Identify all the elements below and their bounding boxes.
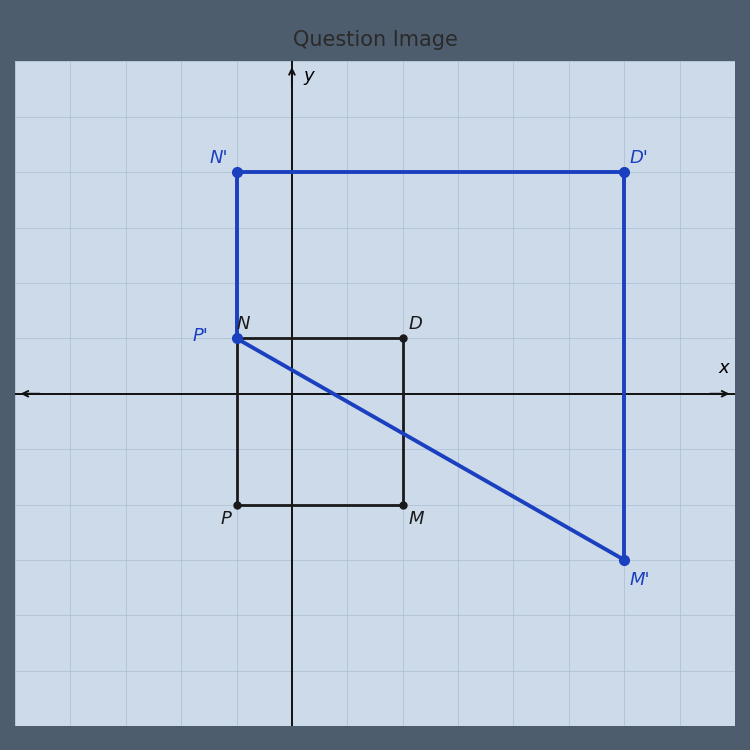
Text: N: N: [236, 315, 250, 333]
Text: x: x: [718, 359, 730, 377]
Text: D: D: [408, 315, 422, 333]
Text: Question Image: Question Image: [292, 30, 458, 50]
Text: D': D': [630, 148, 649, 166]
Text: P: P: [220, 510, 231, 528]
Text: y: y: [303, 67, 313, 85]
Text: M: M: [408, 510, 424, 528]
Text: P': P': [193, 326, 208, 344]
Text: N': N': [210, 148, 228, 166]
Text: M': M': [630, 571, 650, 589]
